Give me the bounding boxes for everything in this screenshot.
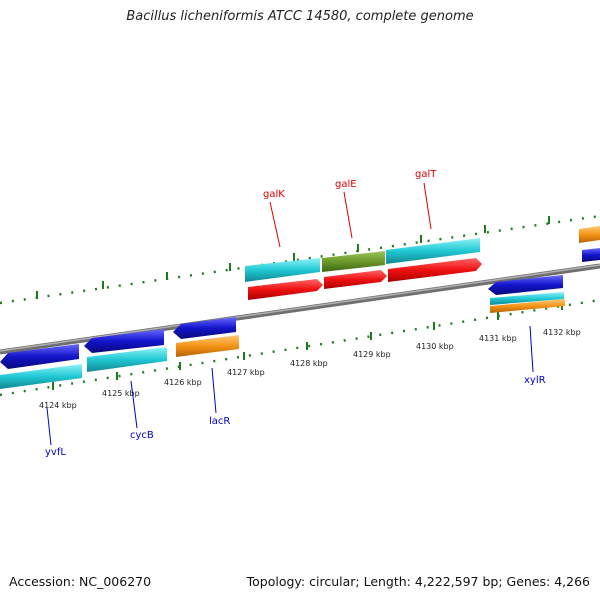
gene-label-cycB[interactable]: cycB <box>130 430 154 441</box>
xylR-secondary-feature[interactable] <box>490 299 565 313</box>
genome-summary-text: Topology: circular; Length: 4,222,597 bp… <box>246 574 590 589</box>
xylR-gene-arrow[interactable] <box>488 275 563 295</box>
kbp-label-4125: 4125 kbp <box>102 389 140 398</box>
kbp-label-4126: 4126 kbp <box>164 378 202 387</box>
genome-title: Bacillus licheniformis ATCC 14580, compl… <box>126 9 474 24</box>
yvfL-gene-arrow[interactable] <box>0 344 79 369</box>
upper-major-ticks <box>36 216 550 299</box>
gene-label-galE[interactable]: galE <box>335 179 357 190</box>
yvfL-cds-feature[interactable] <box>0 364 82 389</box>
forward-features <box>245 226 600 300</box>
galK-gene-arrow[interactable] <box>248 279 323 300</box>
kbp-label-4129: 4129 kbp <box>353 350 391 359</box>
kbp-label-4130: 4130 kbp <box>416 342 454 351</box>
cycB-gene-arrow[interactable] <box>84 329 164 353</box>
cycB-cds-feature[interactable] <box>87 347 167 372</box>
lower-major-ticks <box>52 302 563 390</box>
label-leaders <box>46 182 534 446</box>
galE-gene-arrow[interactable] <box>324 270 387 289</box>
galE-cds-feature[interactable] <box>322 251 385 272</box>
gene-label-xylR[interactable]: xylR <box>524 375 546 386</box>
kbp-label-4127: 4127 kbp <box>227 368 265 377</box>
reverse-features <box>0 275 565 389</box>
kbp-label-4131: 4131 kbp <box>479 334 517 343</box>
lacR-gene-arrow[interactable] <box>173 317 236 339</box>
gene-label-galK[interactable]: galK <box>263 189 285 200</box>
kbp-label-4128: 4128 kbp <box>290 359 328 368</box>
kbp-label-4132: 4132 kbp <box>543 328 581 337</box>
gene-labels: galK galE galT yvfL cycB lacR xylR <box>45 169 546 458</box>
galK-cds-feature[interactable] <box>245 258 320 282</box>
kbp-label-4124: 4124 kbp <box>39 401 77 410</box>
galT-cds-feature[interactable] <box>386 238 480 264</box>
upper-tick-track <box>0 214 600 305</box>
scale-labels: 4124 kbp 4125 kbp 4126 kbp 4127 kbp 4128… <box>39 328 581 410</box>
edge-gene-arrow-top[interactable] <box>582 248 600 262</box>
lacR-cds-feature[interactable] <box>176 335 239 357</box>
gene-label-galT[interactable]: galT <box>415 169 437 180</box>
edge-cds-feature-top[interactable] <box>579 226 600 243</box>
xylR-cds-feature[interactable] <box>490 292 564 305</box>
galT-gene-arrow[interactable] <box>388 258 482 282</box>
gene-label-yvfL[interactable]: yvfL <box>45 447 66 458</box>
accession-text: Accession: NC_006270 <box>9 574 152 589</box>
gene-label-lacR[interactable]: lacR <box>209 416 230 427</box>
